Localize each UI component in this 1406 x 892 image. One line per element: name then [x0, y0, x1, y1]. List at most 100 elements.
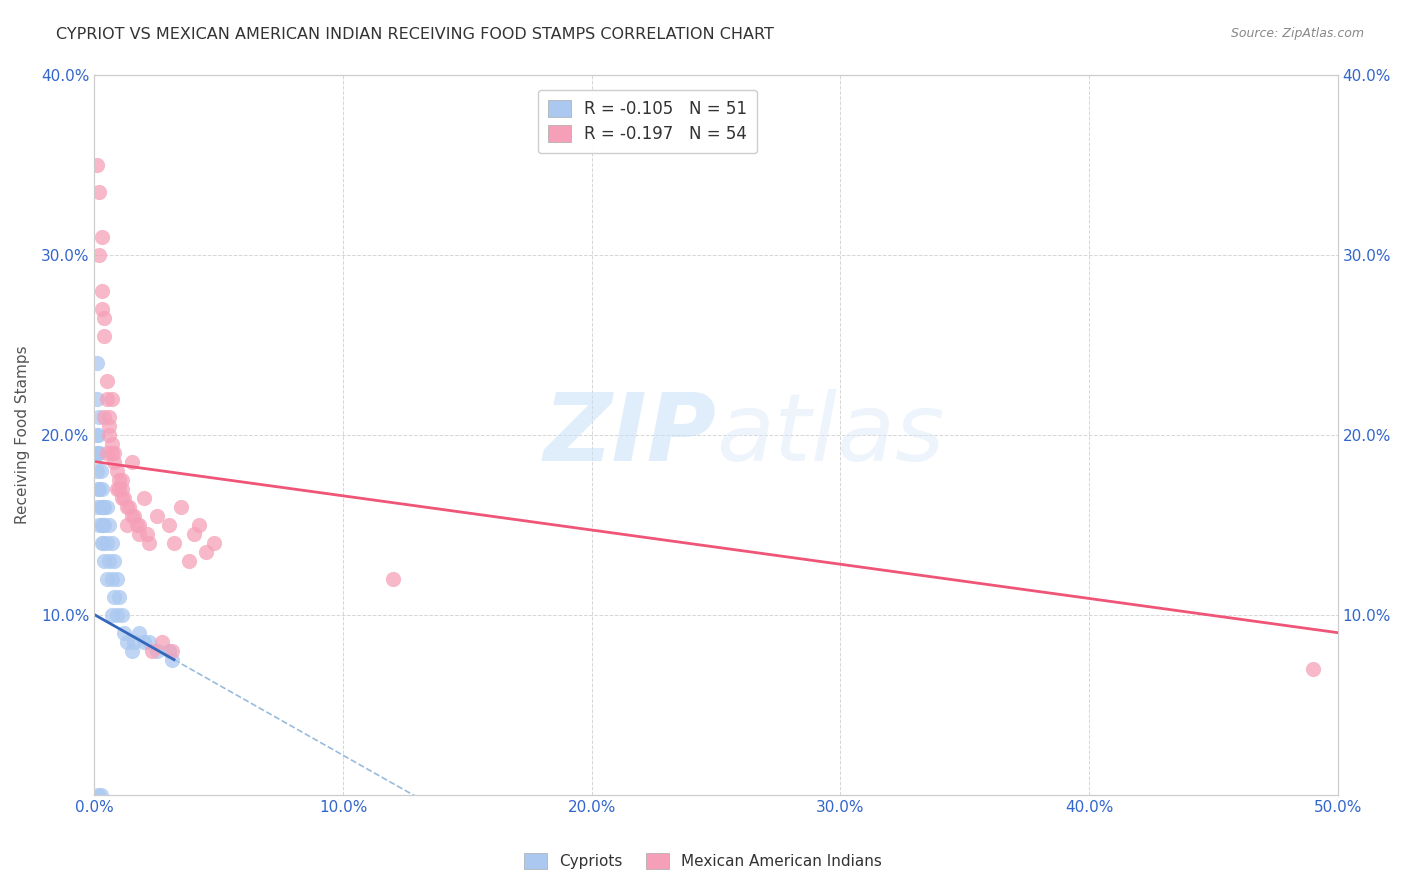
Point: [90, 535, 112, 549]
Point: [91, 517, 114, 532]
Point: [89, 445, 111, 459]
Point: [128, 625, 150, 640]
Point: [101, 607, 124, 622]
Point: [98, 409, 121, 424]
Point: [187, 517, 209, 532]
Point: [115, 500, 138, 514]
Point: [101, 436, 124, 450]
Point: [112, 491, 135, 505]
Text: CYPRIOT VS MEXICAN AMERICAN INDIAN RECEIVING FOOD STAMPS CORRELATION CHART: CYPRIOT VS MEXICAN AMERICAN INDIAN RECEI…: [56, 27, 775, 42]
Point: [90, 229, 112, 244]
Point: [91, 535, 114, 549]
Point: [121, 455, 143, 469]
Point: [93, 409, 115, 424]
Point: [86, 427, 108, 442]
Text: atlas: atlas: [716, 389, 945, 480]
Point: [86, 500, 108, 514]
Point: [138, 634, 160, 648]
Point: [108, 590, 131, 604]
Point: [89, 247, 111, 261]
Point: [96, 572, 118, 586]
Point: [125, 517, 148, 532]
Point: [105, 482, 128, 496]
Point: [150, 634, 173, 648]
Point: [105, 464, 128, 478]
Point: [134, 491, 156, 505]
Point: [111, 607, 134, 622]
Point: [93, 517, 115, 532]
Point: [122, 508, 145, 523]
Point: [118, 500, 141, 514]
Point: [128, 517, 150, 532]
Point: [105, 607, 128, 622]
Point: [96, 392, 118, 406]
Point: [91, 500, 114, 514]
Point: [90, 500, 112, 514]
Point: [141, 643, 163, 657]
Point: [157, 643, 180, 657]
Point: [93, 500, 115, 514]
Point: [86, 392, 108, 406]
Point: [134, 634, 156, 648]
Point: [96, 445, 118, 459]
Point: [93, 328, 115, 343]
Point: [121, 508, 143, 523]
Point: [86, 355, 108, 369]
Point: [89, 409, 111, 424]
Point: [98, 554, 121, 568]
Point: [145, 643, 167, 657]
Point: [103, 455, 125, 469]
Point: [381, 572, 404, 586]
Point: [103, 445, 125, 459]
Legend: Cypriots, Mexican American Indians: Cypriots, Mexican American Indians: [519, 847, 887, 875]
Point: [90, 500, 112, 514]
Point: [103, 590, 125, 604]
Point: [177, 554, 200, 568]
Point: [195, 544, 218, 558]
Point: [86, 157, 108, 171]
Text: Source: ZipAtlas.com: Source: ZipAtlas.com: [1230, 27, 1364, 40]
Point: [87, 482, 110, 496]
Point: [101, 392, 124, 406]
Point: [111, 491, 134, 505]
Point: [90, 482, 112, 496]
Point: [157, 517, 180, 532]
Point: [101, 535, 124, 549]
Point: [1302, 662, 1324, 676]
Point: [90, 301, 112, 316]
Point: [103, 554, 125, 568]
Point: [96, 374, 118, 388]
Point: [111, 473, 134, 487]
Point: [101, 445, 124, 459]
Text: ZIP: ZIP: [543, 389, 716, 481]
Point: [108, 473, 131, 487]
Point: [90, 284, 112, 298]
Point: [86, 445, 108, 459]
Point: [138, 535, 160, 549]
Point: [90, 788, 112, 802]
Point: [105, 572, 128, 586]
Point: [183, 526, 205, 541]
Point: [122, 634, 145, 648]
Point: [145, 508, 167, 523]
Point: [112, 625, 135, 640]
Point: [121, 643, 143, 657]
Point: [135, 526, 157, 541]
Point: [160, 653, 183, 667]
Point: [93, 554, 115, 568]
Point: [96, 500, 118, 514]
Point: [89, 185, 111, 199]
Point: [115, 517, 138, 532]
Point: [87, 788, 110, 802]
Point: [170, 500, 193, 514]
Y-axis label: Receiving Food Stamps: Receiving Food Stamps: [15, 345, 30, 524]
Point: [87, 445, 110, 459]
Point: [87, 427, 110, 442]
Point: [108, 482, 131, 496]
Point: [98, 517, 121, 532]
Point: [101, 572, 124, 586]
Point: [96, 535, 118, 549]
Point: [115, 634, 138, 648]
Point: [98, 418, 121, 433]
Point: [93, 310, 115, 325]
